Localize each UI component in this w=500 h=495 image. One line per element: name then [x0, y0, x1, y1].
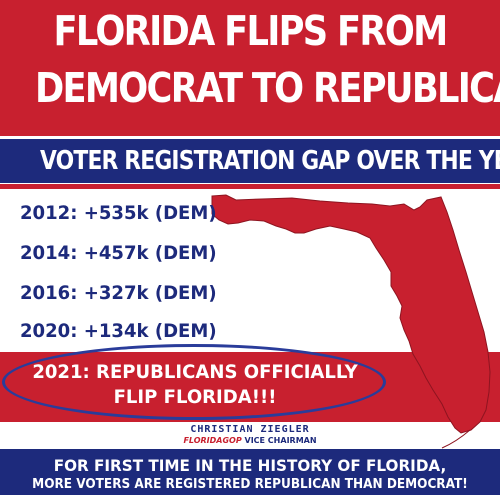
gap-item-2014: 2014: +457k (DEM) [20, 242, 217, 264]
footer-line-1: FOR FIRST TIME IN THE HISTORY OF FLORIDA… [53, 456, 447, 475]
gap-item-2016: 2016: +327k (DEM) [20, 282, 217, 304]
florida-gop-logo: FLORIDAGOP [183, 436, 242, 445]
footer-band [0, 449, 500, 495]
subtitle-underline [0, 184, 500, 189]
headline-banner [0, 0, 500, 136]
gap-item-2012: 2012: +535k (DEM) [20, 202, 217, 224]
callout-line-2: FLIP FLORIDA!!! [113, 386, 277, 408]
callout-ring [2, 344, 386, 420]
footer-line-2: MORE VOTERS ARE REGISTERED REPUBLICAN TH… [32, 477, 468, 492]
signature-role-line: FLORIDAGOP VICE CHAIRMAN [160, 436, 340, 445]
signature-name: CHRISTIAN ZIEGLER [190, 424, 310, 435]
headline-line-1: FLORIDA FLIPS FROM [53, 7, 449, 55]
subtitle: VOTER REGISTRATION GAP OVER THE YEARS: [40, 146, 500, 176]
subtitle-band: VOTER REGISTRATION GAP OVER THE YEARS: [0, 139, 500, 183]
signature-stripe [0, 422, 500, 448]
headline-line-2: DEMOCRAT TO REPUBLICAN! [35, 64, 500, 112]
callout-line-1: 2021: REPUBLICANS OFFICIALLY [32, 361, 358, 383]
gap-item-2020: 2020: +134k (DEM) [20, 320, 217, 342]
signature-role: VICE CHAIRMAN [244, 436, 317, 445]
